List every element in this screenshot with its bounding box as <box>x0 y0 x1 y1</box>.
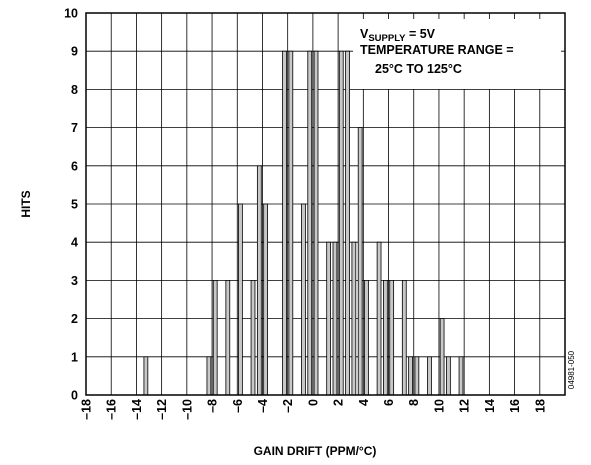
y-tick-label: 8 <box>71 83 78 97</box>
x-tick-label: 8 <box>407 399 421 406</box>
annotation-background <box>353 19 561 89</box>
x-tick-label: 16 <box>508 399 522 413</box>
x-tick-label: 12 <box>458 399 472 413</box>
histogram-bar <box>357 127 363 396</box>
x-tick-label: –12 <box>155 399 169 420</box>
histogram-bar <box>389 279 395 396</box>
histogram-bar <box>288 50 294 396</box>
x-tick-label: 14 <box>483 399 497 413</box>
annotation-vsupply-v: V <box>360 27 369 41</box>
histogram-bar <box>345 50 350 396</box>
annotation-line-2: TEMPERATURE RANGE = <box>360 43 514 57</box>
annotation-vsupply-value: = 5V <box>405 27 435 41</box>
histogram-bar <box>446 356 451 396</box>
histogram-bar <box>376 241 382 396</box>
x-tick-label: –8 <box>206 399 220 413</box>
histogram-bar <box>256 165 262 396</box>
y-tick-label: 2 <box>71 312 78 326</box>
x-tick-label: –4 <box>256 399 270 413</box>
x-tick-label: –18 <box>80 399 94 420</box>
histogram-bar <box>313 50 319 396</box>
annotation-line-3: 25°C TO 125°C <box>375 62 462 76</box>
x-tick-label: 4 <box>357 399 371 406</box>
histogram-bar <box>458 356 464 396</box>
y-tick-label: 10 <box>64 7 78 21</box>
y-tick-label: 7 <box>71 121 78 135</box>
x-axis-label: GAIN DRIFT (PPM/°C) <box>254 444 377 458</box>
histogram-bar <box>383 279 388 396</box>
x-tick-label: –6 <box>231 399 245 413</box>
y-tick-label: 5 <box>71 198 78 212</box>
histogram-bar <box>301 203 306 396</box>
y-tick-label: 9 <box>71 45 78 59</box>
figure-id-label: 04981-050 <box>567 350 576 389</box>
x-tick-labels: –18 –16 –14 –12 –10 –8 –6 –4 –2 0 2 4 6 8 10 12 14 16 18 <box>80 399 548 420</box>
histogram-bar <box>439 318 445 396</box>
y-tick-label: 1 <box>71 350 78 364</box>
y-tick-label: 0 <box>71 389 78 403</box>
x-tick-label: –2 <box>281 399 295 413</box>
histogram-bar <box>332 241 338 396</box>
histogram-bar <box>307 50 313 396</box>
histogram-bar <box>238 203 243 396</box>
x-tick-label: 18 <box>533 399 547 413</box>
histogram-bar <box>282 50 287 396</box>
histogram-bar <box>212 279 218 396</box>
histogram-bar <box>408 356 413 396</box>
histogram-bar <box>364 279 369 396</box>
histogram-bar <box>414 356 420 396</box>
plot-frame <box>85 12 566 396</box>
histogram-bar <box>143 356 149 396</box>
x-tick-label: –14 <box>130 399 144 420</box>
annotation-line-1: VSUPPLY = 5V <box>360 27 436 44</box>
y-axis-label: HITS <box>19 190 33 217</box>
x-tick-label: 2 <box>332 399 346 406</box>
histogram-bar <box>206 356 212 396</box>
x-tick-label: 0 <box>306 399 320 406</box>
histogram-bar <box>250 279 256 396</box>
x-tick-label: –16 <box>105 399 119 420</box>
histogram-bar <box>326 241 332 396</box>
annotation-vsupply-subscript: SUPPLY <box>368 33 406 44</box>
x-tick-label: –10 <box>180 399 194 420</box>
x-tick-label: 10 <box>432 399 446 413</box>
bar-layer <box>143 50 464 396</box>
y-tick-label: 3 <box>71 274 78 288</box>
x-tick-label: 6 <box>382 399 396 406</box>
histogram-bar <box>427 356 432 396</box>
y-tick-labels: 0 1 2 3 4 5 6 7 8 9 10 <box>64 7 78 403</box>
y-tick-label: 4 <box>71 236 78 250</box>
histogram-bar <box>225 279 231 396</box>
histogram-bar <box>338 50 344 396</box>
y-tick-label: 6 <box>71 159 78 173</box>
histogram-bar <box>263 203 268 396</box>
histogram-bar <box>351 241 357 396</box>
histogram-bar <box>401 279 407 396</box>
